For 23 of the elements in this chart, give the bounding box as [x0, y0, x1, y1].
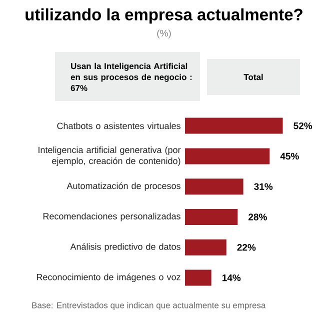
y-tick-label: Análisis predictivo de datos: [70, 243, 180, 252]
data-label: 45%: [280, 152, 299, 160]
text: Base: Entrevistados que indican que actualmente su empresa: [32, 302, 266, 310]
y-tick-label: Chatbots o asistentes virtuales: [57, 122, 180, 130]
chart-title: utilizando la empresa actualmente?: [26, 8, 302, 24]
bar: [185, 178, 244, 195]
bar: [185, 148, 270, 164]
data-label: 52%: [294, 122, 312, 130]
bar: [185, 209, 238, 225]
bar: [185, 270, 212, 286]
bar: [185, 239, 226, 256]
y-tick-label: Inteligencia artificial generativa (por ejemplo, creación de contenido): [38, 146, 181, 166]
data-label: 14%: [222, 274, 241, 282]
chart-subtitle: (%): [157, 30, 171, 38]
y-tick-label: Recomendaciones personalizadas: [43, 212, 180, 222]
text: Usan la Inteligencia Artificial en sus procesos de negocio : 67%: [70, 62, 192, 92]
data-label: 31%: [254, 183, 273, 190]
y-tick-label: Reconocimiento de imágenes o voz: [36, 274, 180, 282]
data-label: 28%: [248, 214, 267, 220]
y-tick-label: Automatización de procesos: [66, 182, 180, 191]
bar: [185, 118, 283, 134]
text: Total: [244, 74, 263, 80]
data-label: 22%: [237, 244, 256, 251]
